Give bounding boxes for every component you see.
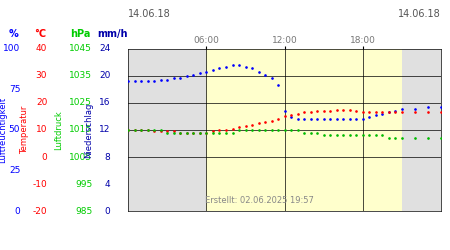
- Text: 16: 16: [99, 98, 110, 108]
- Text: hPa: hPa: [70, 29, 90, 39]
- Text: Erstellt: 02.06.2025 19:57: Erstellt: 02.06.2025 19:57: [205, 196, 314, 205]
- Text: Temperatur: Temperatur: [20, 106, 29, 154]
- Text: 0: 0: [104, 207, 110, 216]
- Text: 1015: 1015: [69, 126, 92, 134]
- Text: 1005: 1005: [69, 152, 92, 162]
- Text: Luftdruck: Luftdruck: [54, 110, 63, 150]
- Text: 8: 8: [104, 152, 110, 162]
- Text: 4: 4: [104, 180, 110, 189]
- Text: 24: 24: [99, 44, 110, 53]
- Text: 1025: 1025: [69, 98, 92, 108]
- Text: 14.06.18: 14.06.18: [128, 9, 171, 19]
- Text: Luftfeuchtigkeit: Luftfeuchtigkeit: [0, 97, 7, 163]
- Text: 985: 985: [75, 207, 92, 216]
- Text: mm/h: mm/h: [97, 29, 127, 39]
- Text: 14.06.18: 14.06.18: [398, 9, 441, 19]
- Text: 0: 0: [41, 152, 47, 162]
- Text: 12: 12: [99, 126, 110, 134]
- Text: 100: 100: [3, 44, 20, 53]
- Text: 25: 25: [9, 166, 20, 175]
- Text: -20: -20: [32, 207, 47, 216]
- Text: Niederschlag: Niederschlag: [85, 102, 94, 158]
- Text: °C: °C: [34, 29, 46, 39]
- Text: 20: 20: [99, 71, 110, 80]
- Text: 10: 10: [36, 126, 47, 134]
- Text: 20: 20: [36, 98, 47, 108]
- Text: 40: 40: [36, 44, 47, 53]
- Text: %: %: [9, 29, 19, 39]
- Text: 75: 75: [9, 85, 20, 94]
- Text: -10: -10: [32, 180, 47, 189]
- Text: 30: 30: [36, 71, 47, 80]
- Text: 1045: 1045: [69, 44, 92, 53]
- Text: 50: 50: [9, 126, 20, 134]
- Text: 995: 995: [75, 180, 92, 189]
- Text: 0: 0: [14, 207, 20, 216]
- Text: 1035: 1035: [69, 71, 92, 80]
- Bar: [207, 49, 402, 211]
